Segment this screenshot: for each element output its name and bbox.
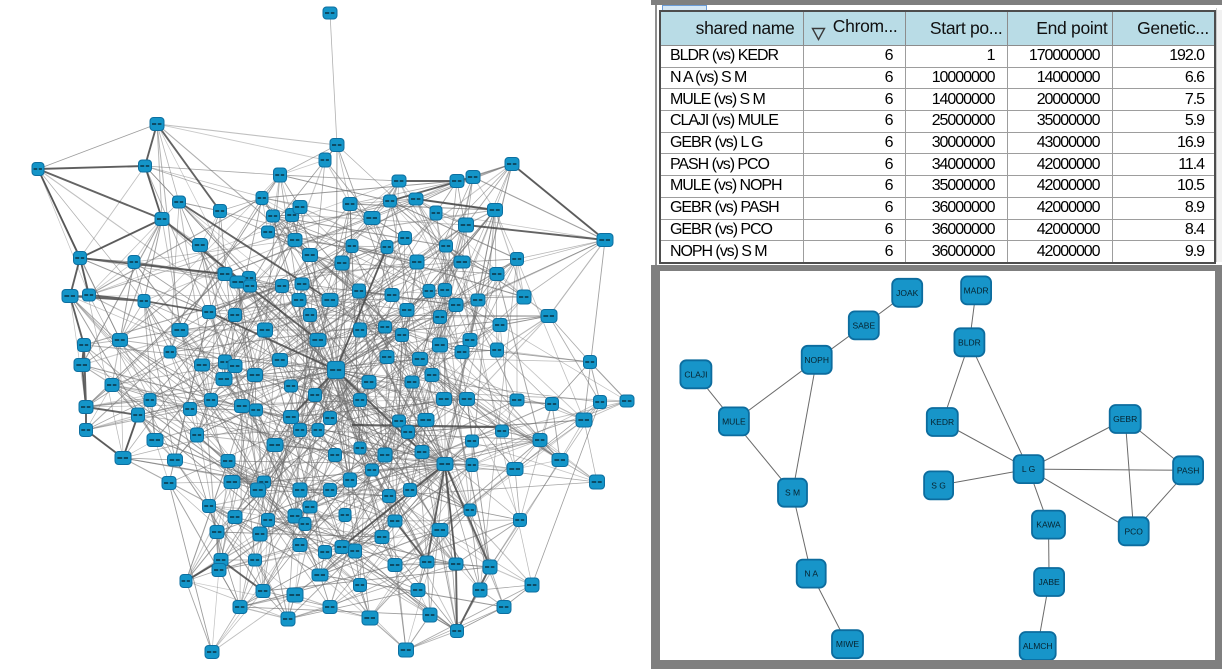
svg-text:L G: L G — [1022, 464, 1035, 474]
svg-text:MADR: MADR — [964, 285, 989, 295]
svg-text:KAWA: KAWA — [1036, 520, 1061, 530]
svg-text:N A: N A — [804, 569, 818, 579]
svg-text:JOAK: JOAK — [896, 288, 919, 298]
svg-text:PASH: PASH — [1177, 465, 1200, 475]
svg-text:CLAJI: CLAJI — [684, 369, 707, 379]
svg-text:MULE: MULE — [722, 416, 746, 426]
svg-text:GEBR: GEBR — [1113, 414, 1137, 424]
svg-text:MIWE: MIWE — [836, 639, 859, 649]
svg-text:SABE: SABE — [852, 320, 875, 330]
svg-text:S M: S M — [785, 488, 800, 498]
svg-text:KEDR: KEDR — [930, 417, 954, 427]
svg-text:BLDR: BLDR — [958, 337, 981, 347]
svg-text:NOPH: NOPH — [804, 355, 829, 365]
svg-text:S G: S G — [931, 480, 946, 490]
svg-text:PCO: PCO — [1124, 526, 1143, 536]
svg-text:ALMCH: ALMCH — [1023, 641, 1053, 651]
svg-text:JABE: JABE — [1038, 577, 1060, 587]
